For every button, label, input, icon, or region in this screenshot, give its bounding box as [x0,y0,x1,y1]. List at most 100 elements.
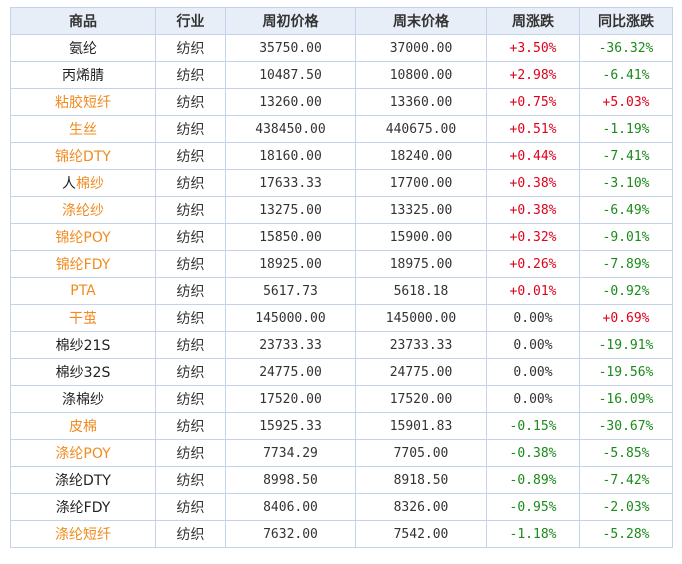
weekly-change-cell: +0.51% [486,115,580,143]
commodity-name-cell: 氨纶 [10,34,156,62]
end-price-cell: 18240.00 [355,142,487,170]
weekly-change-cell: -0.89% [486,466,580,494]
yoy-change-cell: -7.42% [579,466,673,494]
industry-cell: 纺织 [155,115,226,143]
commodity-name-link[interactable]: 皮棉 [69,419,97,435]
commodity-name-link[interactable]: 涤纶短纤 [55,527,111,543]
commodity-name-link[interactable]: 锦纶POY [55,230,111,246]
table-row: 涤纶FDY 纺织 8406.00 8326.00 -0.95% -2.03% [10,493,673,521]
industry-cell: 纺织 [155,520,226,548]
end-price-cell: 8918.50 [355,466,487,494]
end-price-cell: 7705.00 [355,439,487,467]
start-price-cell: 8406.00 [225,493,356,521]
industry-cell: 纺织 [155,34,226,62]
header-industry[interactable]: 行业 [155,7,226,35]
weekly-change-cell: 0.00% [486,304,580,332]
commodity-name-cell: 棉纱21S [10,331,156,359]
end-price-cell: 17520.00 [355,385,487,413]
weekly-change-cell: +0.32% [486,223,580,251]
industry-cell: 纺织 [155,223,226,251]
industry-cell: 纺织 [155,169,226,197]
start-price-cell: 17520.00 [225,385,356,413]
weekly-change-cell: +0.26% [486,250,580,278]
start-price-cell: 10487.50 [225,61,356,89]
start-price-cell: 18160.00 [225,142,356,170]
commodity-name: 涤棉纱 [62,392,104,408]
commodity-name-link[interactable]: PTA [70,283,96,299]
start-price-cell: 18925.00 [225,250,356,278]
industry-cell: 纺织 [155,439,226,467]
table-row: 涤纶纱 纺织 13275.00 13325.00 +0.38% -6.49% [10,196,673,224]
end-price-cell: 15901.83 [355,412,487,440]
weekly-change-cell: -0.38% [486,439,580,467]
table-row: 涤纶DTY 纺织 8998.50 8918.50 -0.89% -7.42% [10,466,673,494]
end-price-cell: 8326.00 [355,493,487,521]
table-row: 锦纶DTY 纺织 18160.00 18240.00 +0.44% -7.41% [10,142,673,170]
commodity-name-link[interactable]: 粘胶短纤 [55,95,111,111]
industry-cell: 纺织 [155,331,226,359]
end-price-cell: 13360.00 [355,88,487,116]
commodity-name-link[interactable]: 锦纶DTY [55,149,111,165]
end-price-cell: 18975.00 [355,250,487,278]
start-price-cell: 24775.00 [225,358,356,386]
commodity-name-link[interactable]: 生丝 [69,122,97,138]
weekly-change-cell: +0.01% [486,277,580,305]
end-price-cell: 24775.00 [355,358,487,386]
end-price-cell: 17700.00 [355,169,487,197]
table-row: 棉纱21S 纺织 23733.33 23733.33 0.00% -19.91% [10,331,673,359]
commodity-name-cell: 棉纱32S [10,358,156,386]
table-row: 锦纶FDY 纺织 18925.00 18975.00 +0.26% -7.89% [10,250,673,278]
yoy-change-cell: -2.03% [579,493,673,521]
start-price-cell: 7632.00 [225,520,356,548]
table-row: PTA 纺织 5617.73 5618.18 +0.01% -0.92% [10,277,673,305]
industry-cell: 纺织 [155,88,226,116]
header-weekly-change[interactable]: 周涨跌 [486,7,580,35]
yoy-change-cell: -7.89% [579,250,673,278]
industry-cell: 纺织 [155,61,226,89]
commodity-name: 丙烯腈 [62,68,104,84]
header-start-price[interactable]: 周初价格 [225,7,356,35]
commodity-name-link[interactable]: 涤纶纱 [62,203,104,219]
industry-cell: 纺织 [155,358,226,386]
table-row: 皮棉 纺织 15925.33 15901.83 -0.15% -30.67% [10,412,673,440]
yoy-change-cell: -1.19% [579,115,673,143]
start-price-cell: 23733.33 [225,331,356,359]
commodity-name-link[interactable]: 涤纶POY [55,446,111,462]
commodity-name-cell: 丙烯腈 [10,61,156,89]
industry-cell: 纺织 [155,493,226,521]
commodity-name-cell: 涤纶短纤 [10,520,156,548]
yoy-change-cell: -3.10% [579,169,673,197]
commodity-name: 氨纶 [69,41,97,57]
commodity-name-cell: 涤纶DTY [10,466,156,494]
commodity-name: 棉纱32S [55,365,111,381]
end-price-cell: 37000.00 [355,34,487,62]
yoy-change-cell: -6.49% [579,196,673,224]
table-row: 丙烯腈 纺织 10487.50 10800.00 +2.98% -6.41% [10,61,673,89]
commodity-name-link[interactable]: 棉纱 [76,176,104,192]
commodity-name-cell: 锦纶FDY [10,250,156,278]
weekly-change-cell: +3.50% [486,34,580,62]
commodity-name-cell: 粘胶短纤 [10,88,156,116]
commodity-price-table: 商品 行业 周初价格 周末价格 周涨跌 同比涨跌 氨纶 纺织 35750.00 370… [10,7,673,548]
weekly-change-cell: -0.95% [486,493,580,521]
table-row: 棉纱32S 纺织 24775.00 24775.00 0.00% -19.56% [10,358,673,386]
header-yoy-change[interactable]: 同比涨跌 [579,7,673,35]
weekly-change-cell: 0.00% [486,385,580,413]
header-commodity[interactable]: 商品 [10,7,156,35]
start-price-cell: 13275.00 [225,196,356,224]
industry-cell: 纺织 [155,277,226,305]
commodity-name: 涤纶FDY [55,500,111,516]
header-end-price[interactable]: 周末价格 [355,7,487,35]
weekly-change-cell: -1.18% [486,520,580,548]
start-price-cell: 35750.00 [225,34,356,62]
commodity-name-cell: 涤棉纱 [10,385,156,413]
weekly-change-cell: +0.44% [486,142,580,170]
commodity-name-cell: 涤纶纱 [10,196,156,224]
yoy-change-cell: -16.09% [579,385,673,413]
start-price-cell: 17633.33 [225,169,356,197]
commodity-name-link[interactable]: 干茧 [69,311,97,327]
start-price-cell: 438450.00 [225,115,356,143]
table-header: 商品 行业 周初价格 周末价格 周涨跌 同比涨跌 [10,7,673,35]
commodity-name-link[interactable]: 锦纶FDY [55,257,111,273]
yoy-change-cell: -0.92% [579,277,673,305]
